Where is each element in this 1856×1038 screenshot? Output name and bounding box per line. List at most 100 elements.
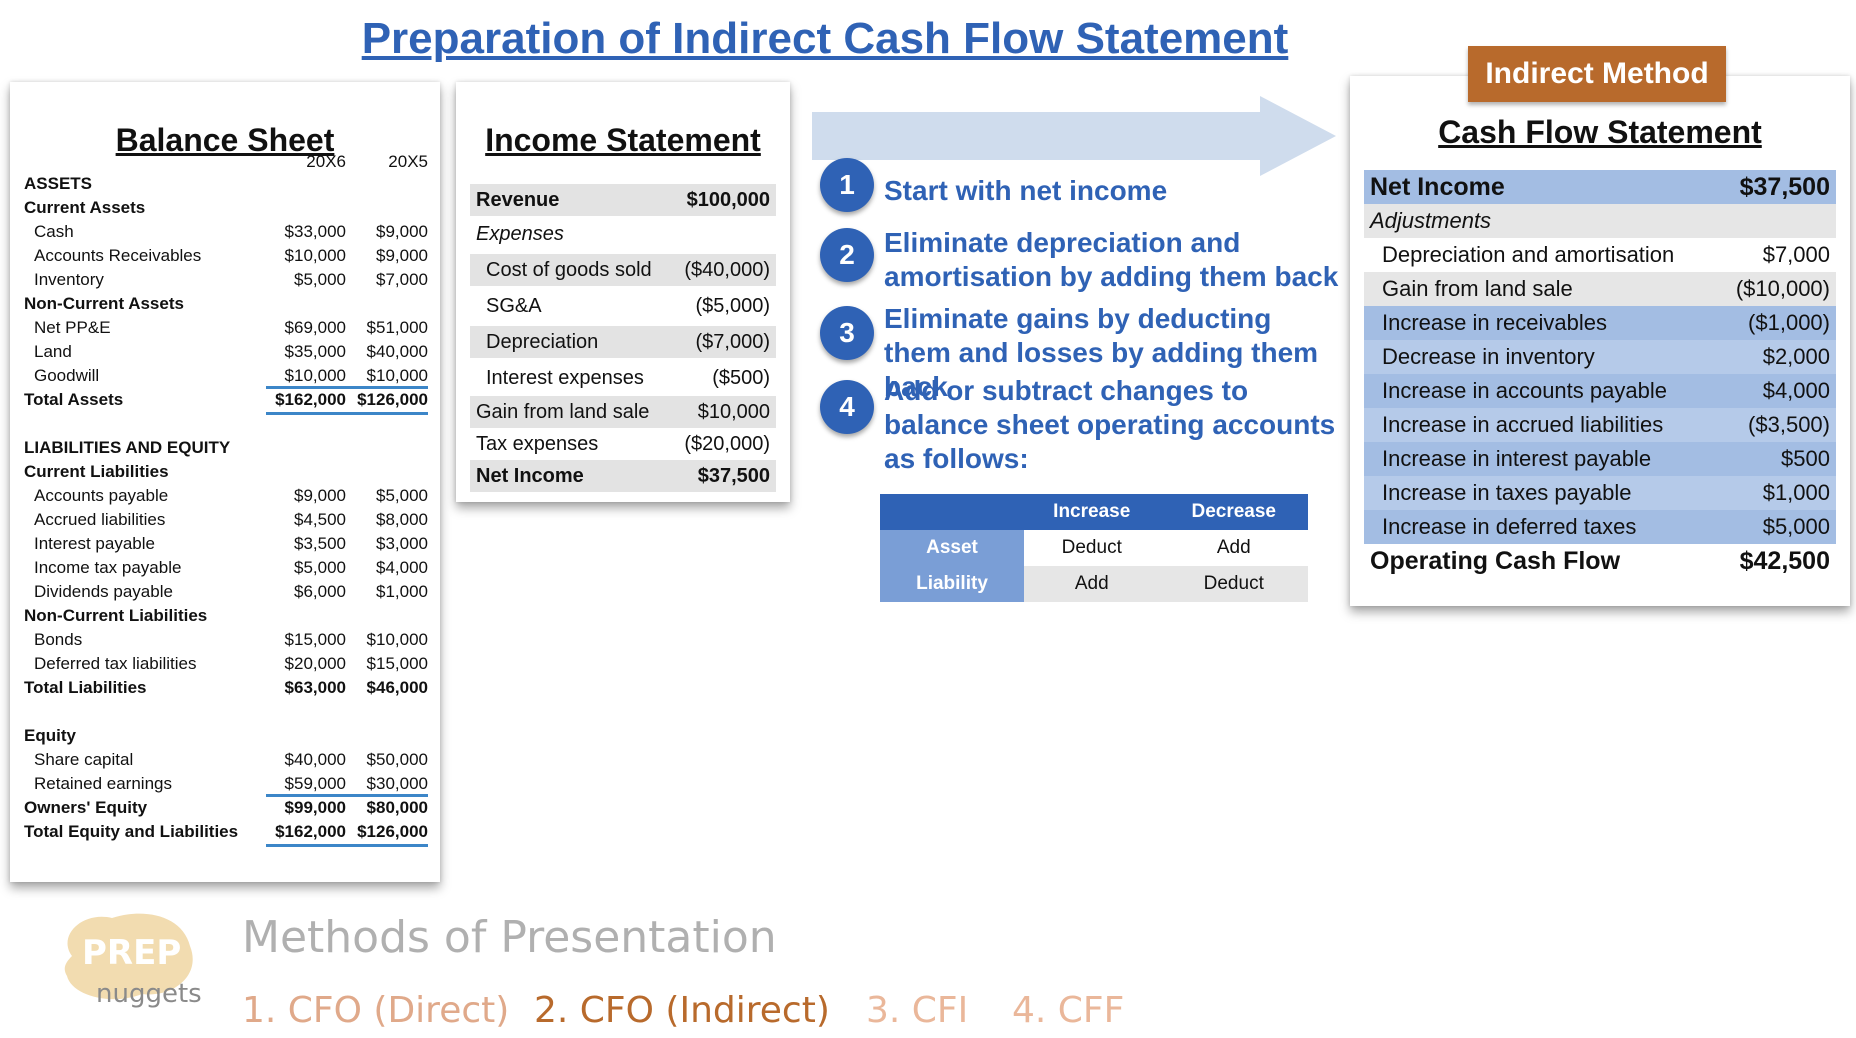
bs-value: $162,000 xyxy=(275,390,346,409)
bs-value: $5,000 xyxy=(294,558,346,577)
is-row: Tax expenses ($20,000) xyxy=(470,428,776,460)
bs-row: ASSETS xyxy=(24,172,428,196)
is-row-label: Interest expenses xyxy=(486,367,644,389)
step-1-badge: 1 xyxy=(820,158,874,212)
step-3-badge: 3 xyxy=(820,306,874,360)
cf-row-label: Decrease in inventory xyxy=(1382,344,1595,369)
bs-value: $9,000 xyxy=(376,246,428,265)
is-row-label: Net Income xyxy=(476,465,584,487)
cf-row-label: Increase in accounts payable xyxy=(1382,378,1667,403)
bs-row-label: Inventory xyxy=(34,270,104,289)
is-row: Net Income $37,500 xyxy=(470,460,776,492)
table-cell: Add xyxy=(1159,530,1308,566)
bs-value: $9,000 xyxy=(294,486,346,505)
underline-rule xyxy=(266,386,428,389)
bs-value: $40,000 xyxy=(366,342,428,361)
cash-flow-statement-panel: Cash Flow Statement Net Income $37,500 Ad… xyxy=(1350,76,1850,606)
step-3-text: Eliminate gains by deducting them and lo… xyxy=(884,303,1319,402)
method-link-indirect[interactable]: 2. CFO (Indirect) xyxy=(534,990,830,1031)
is-row-label: Gain from land sale xyxy=(476,401,650,423)
bs-row-label: Total Equity and Liabilities xyxy=(24,822,239,841)
bs-row-label: Total Liabilities xyxy=(24,678,147,697)
bs-row-label: ASSETS xyxy=(24,174,93,193)
method-link-cff[interactable]: 4. CFF xyxy=(1012,990,1125,1031)
table-header-increase: Increase xyxy=(1024,494,1160,530)
balance-sheet-panel: Balance Sheet 20X6 20X5 ASSETS Current A… xyxy=(10,82,440,882)
bs-row-label: LIABILITIES AND EQUITY xyxy=(24,438,231,457)
bs-row: Share capital $40,000 $50,000 xyxy=(24,748,428,772)
balance-sheet-header: 20X6 20X5 xyxy=(24,150,428,174)
is-row: Expenses xyxy=(470,218,776,250)
cash-flow-title: Cash Flow Statement xyxy=(1438,114,1762,150)
income-statement-panel: Income Statement Revenue $100,000 Expense… xyxy=(456,82,790,502)
bs-row: Land $35,000 $40,000 xyxy=(24,340,428,364)
prep-nuggets-logo: PREP nuggets xyxy=(64,913,202,1009)
bs-value: $8,000 xyxy=(376,510,428,529)
is-row: Depreciation ($7,000) xyxy=(470,326,776,358)
bs-value: $46,000 xyxy=(366,678,428,697)
bs-row-label: Retained earnings xyxy=(34,774,172,793)
bs-value: $33,000 xyxy=(284,222,346,241)
methods-title: Methods of Presentation xyxy=(242,912,777,963)
table-cell: Deduct xyxy=(1024,530,1160,566)
table-header-decrease: Decrease xyxy=(1159,494,1308,530)
bs-row: Accounts Receivables $10,000 $9,000 xyxy=(24,244,428,268)
bs-value: $6,000 xyxy=(294,582,346,601)
bs-row-label: Non-Current Assets xyxy=(24,294,184,313)
bs-row: Non-Current Liabilities xyxy=(24,604,428,628)
cf-row-label: Increase in receivables xyxy=(1382,310,1608,335)
bs-value: $4,000 xyxy=(376,558,428,577)
is-row: Interest expenses ($500) xyxy=(470,362,776,394)
cf-row-value: ($10,000) xyxy=(1735,276,1830,301)
is-row-value: $100,000 xyxy=(686,189,770,211)
bs-row: Total Equity and Liabilities $162,000 $126… xyxy=(24,820,428,844)
bs-row-label: Dividends payable xyxy=(34,582,173,601)
cf-row-label: Increase in taxes payable xyxy=(1382,480,1632,505)
bs-row: Owners' Equity $99,000 $80,000 xyxy=(24,796,428,820)
cf-row: Net Income $37,500 xyxy=(1364,170,1836,204)
bs-row: Deferred tax liabilities $20,000 $15,000 xyxy=(24,652,428,676)
cf-row-value: $37,500 xyxy=(1739,173,1830,201)
table-cell: Add xyxy=(1024,566,1160,602)
bs-row-label: Bonds xyxy=(34,630,83,649)
bs-value: $3,500 xyxy=(294,534,346,553)
is-row-label: Expenses xyxy=(476,223,564,245)
bs-value: $5,000 xyxy=(376,486,428,505)
bs-row: Income tax payable $5,000 $4,000 xyxy=(24,556,428,580)
bs-value: $126,000 xyxy=(357,822,428,841)
is-row-value: ($20,000) xyxy=(684,433,770,455)
method-link-cfi[interactable]: 3. CFI xyxy=(866,990,969,1031)
bs-value: $10,000 xyxy=(366,630,428,649)
cf-row-value: ($3,500) xyxy=(1748,412,1830,437)
cf-row: Adjustments xyxy=(1364,204,1836,238)
bs-row-label: Interest payable xyxy=(34,534,155,553)
bs-row: Accrued liabilities $4,500 $8,000 xyxy=(24,508,428,532)
bs-value: $10,000 xyxy=(284,366,346,385)
cf-row-value: $4,000 xyxy=(1762,378,1830,403)
column-header-20x6: 20X6 xyxy=(306,152,346,171)
cf-row-label: Adjustments xyxy=(1370,208,1492,233)
cf-row-value: $2,000 xyxy=(1762,344,1830,369)
bs-value: $7,000 xyxy=(376,270,428,289)
bs-row: Cash $33,000 $9,000 xyxy=(24,220,428,244)
bs-row-label: Net PP&E xyxy=(34,318,111,337)
bs-value: $4,500 xyxy=(294,510,346,529)
bs-value: $10,000 xyxy=(366,366,428,385)
row-header-liability: Liability xyxy=(880,566,1024,602)
bs-row-label: Accounts Receivables xyxy=(34,246,202,265)
is-row-value: $37,500 xyxy=(697,465,770,487)
cf-row: Decrease in inventory $2,000 xyxy=(1364,340,1836,374)
is-row-value: ($5,000) xyxy=(695,295,771,317)
cf-row-value: $42,500 xyxy=(1739,547,1830,575)
is-row-label: Cost of goods sold xyxy=(486,259,652,281)
bs-row: Retained earnings $59,000 $30,000 xyxy=(24,772,428,796)
step-1-text: Start with net income xyxy=(884,175,1168,206)
bs-row: Interest payable $3,500 $3,000 xyxy=(24,532,428,556)
underline-rule xyxy=(266,794,428,797)
method-link-direct[interactable]: 1. CFO (Direct) xyxy=(242,990,510,1031)
bs-row-label: Accrued liabilities xyxy=(34,510,166,529)
cf-row-label: Gain from land sale xyxy=(1382,276,1573,301)
bs-value: $10,000 xyxy=(284,246,346,265)
is-row-label: Depreciation xyxy=(486,331,599,353)
bs-row: Total Liabilities $63,000 $46,000 xyxy=(24,676,428,700)
